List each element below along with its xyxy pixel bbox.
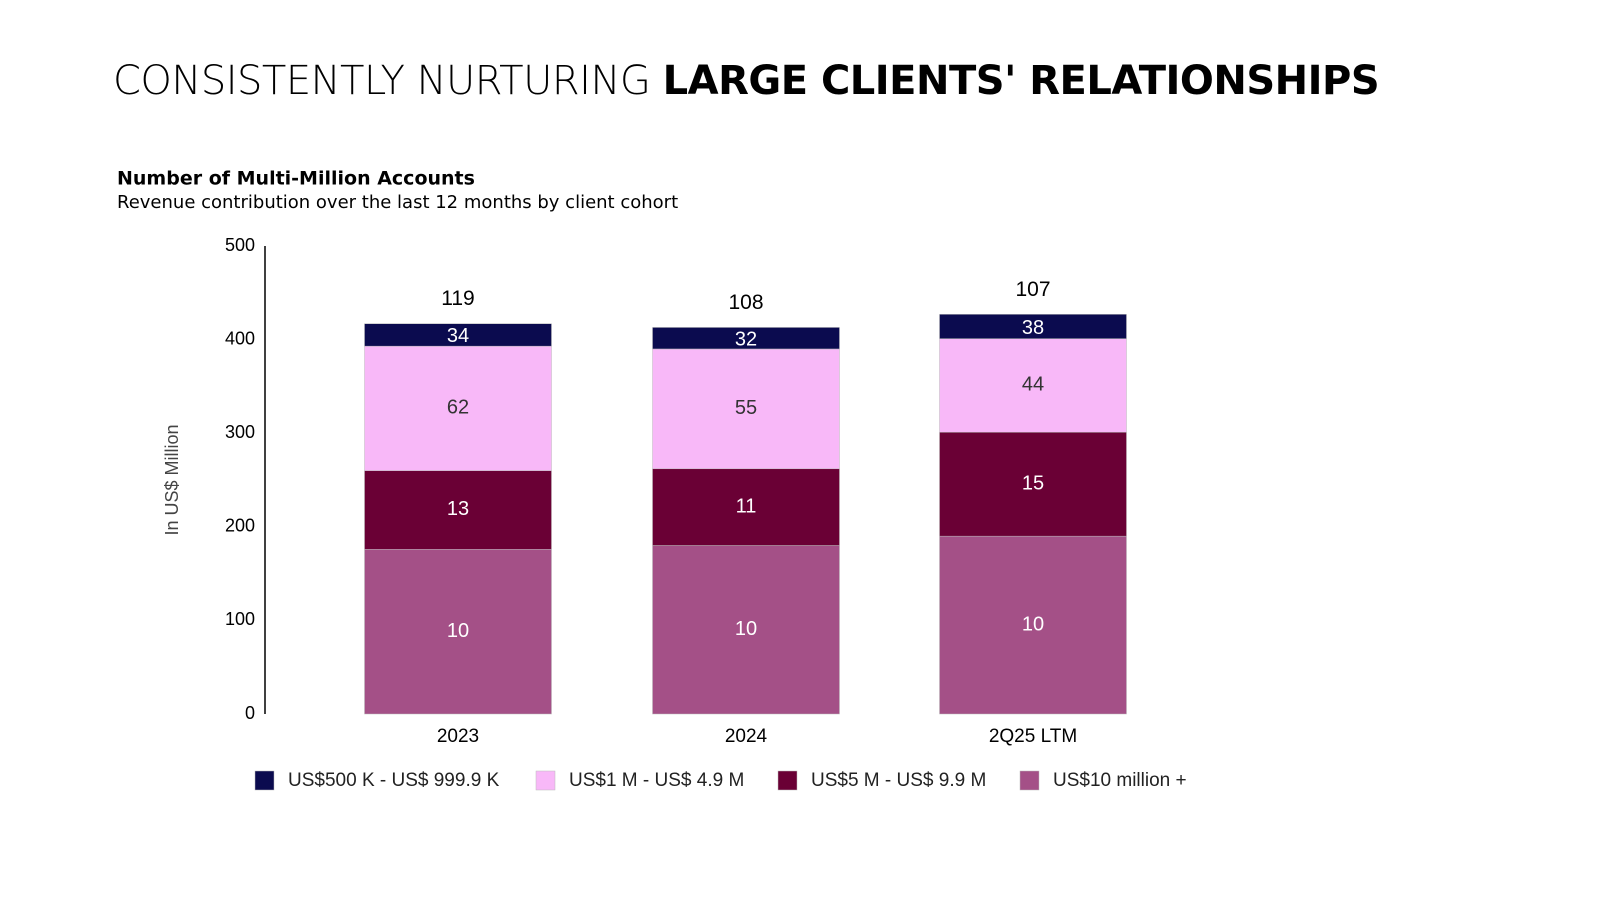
bar-segment [364,549,552,715]
x-tick-label: 2023 [437,726,479,747]
total-label: 119 [441,287,474,310]
segment-label: 38 [1022,317,1044,339]
legend-swatch [254,770,275,791]
segment-label: 15 [1022,472,1044,494]
segment-label: 32 [735,328,757,350]
y-tick-label: 500 [225,235,255,255]
legend-label: US$1 M - US$ 4.9 M [569,770,744,791]
bar-segment [364,470,552,550]
legend-label: US$500 K - US$ 999.9 K [288,770,500,791]
legend-swatch [777,770,798,791]
y-axis-label: In US$ Million [162,424,182,535]
bar-segment [364,345,552,471]
legend-swatch [535,770,556,791]
title-light: CONSISTENTLY NURTURING [113,58,651,104]
bar-segment [939,338,1127,433]
segment-label: 62 [447,397,469,419]
segment-label: 55 [735,397,757,419]
y-tick-label: 100 [225,609,255,629]
bar-segment [939,535,1127,715]
bar-segment [939,432,1127,537]
x-tick-label: 2024 [725,726,768,747]
legend-label: US$10 million + [1053,770,1187,791]
segment-label: 13 [447,498,469,520]
bar-segment [652,348,840,470]
x-tick-label: 2Q25 LTM [989,726,1077,747]
bar-segment [652,545,840,715]
page-title: CONSISTENTLY NURTURING LARGE CLIENTS' RE… [113,58,1380,104]
title-bold: LARGE CLIENTS' RELATIONSHIPS [662,58,1380,104]
segment-label: 44 [1022,374,1044,396]
segment-label: 34 [447,325,469,347]
bar-segment [652,327,840,350]
bar-segment [652,468,840,546]
segment-label: 10 [447,620,469,642]
legend-swatch [1019,770,1040,791]
legend-label: US$5 M - US$ 9.9 M [811,770,986,791]
chart-title: Number of Multi-Million Accounts [117,168,475,190]
total-label: 108 [728,291,763,314]
segment-label: 11 [736,495,757,517]
segment-label: 10 [735,618,757,640]
y-tick-label: 400 [225,328,255,348]
bar-segment [364,323,552,347]
segment-label: 10 [1022,613,1044,635]
bar-segment [939,314,1127,339]
chart-subtitle: Revenue contribution over the last 12 mo… [117,192,678,213]
y-tick-label: 0 [245,703,255,723]
y-tick-label: 200 [225,516,255,536]
y-tick-label: 300 [225,422,255,442]
total-label: 107 [1015,278,1050,301]
